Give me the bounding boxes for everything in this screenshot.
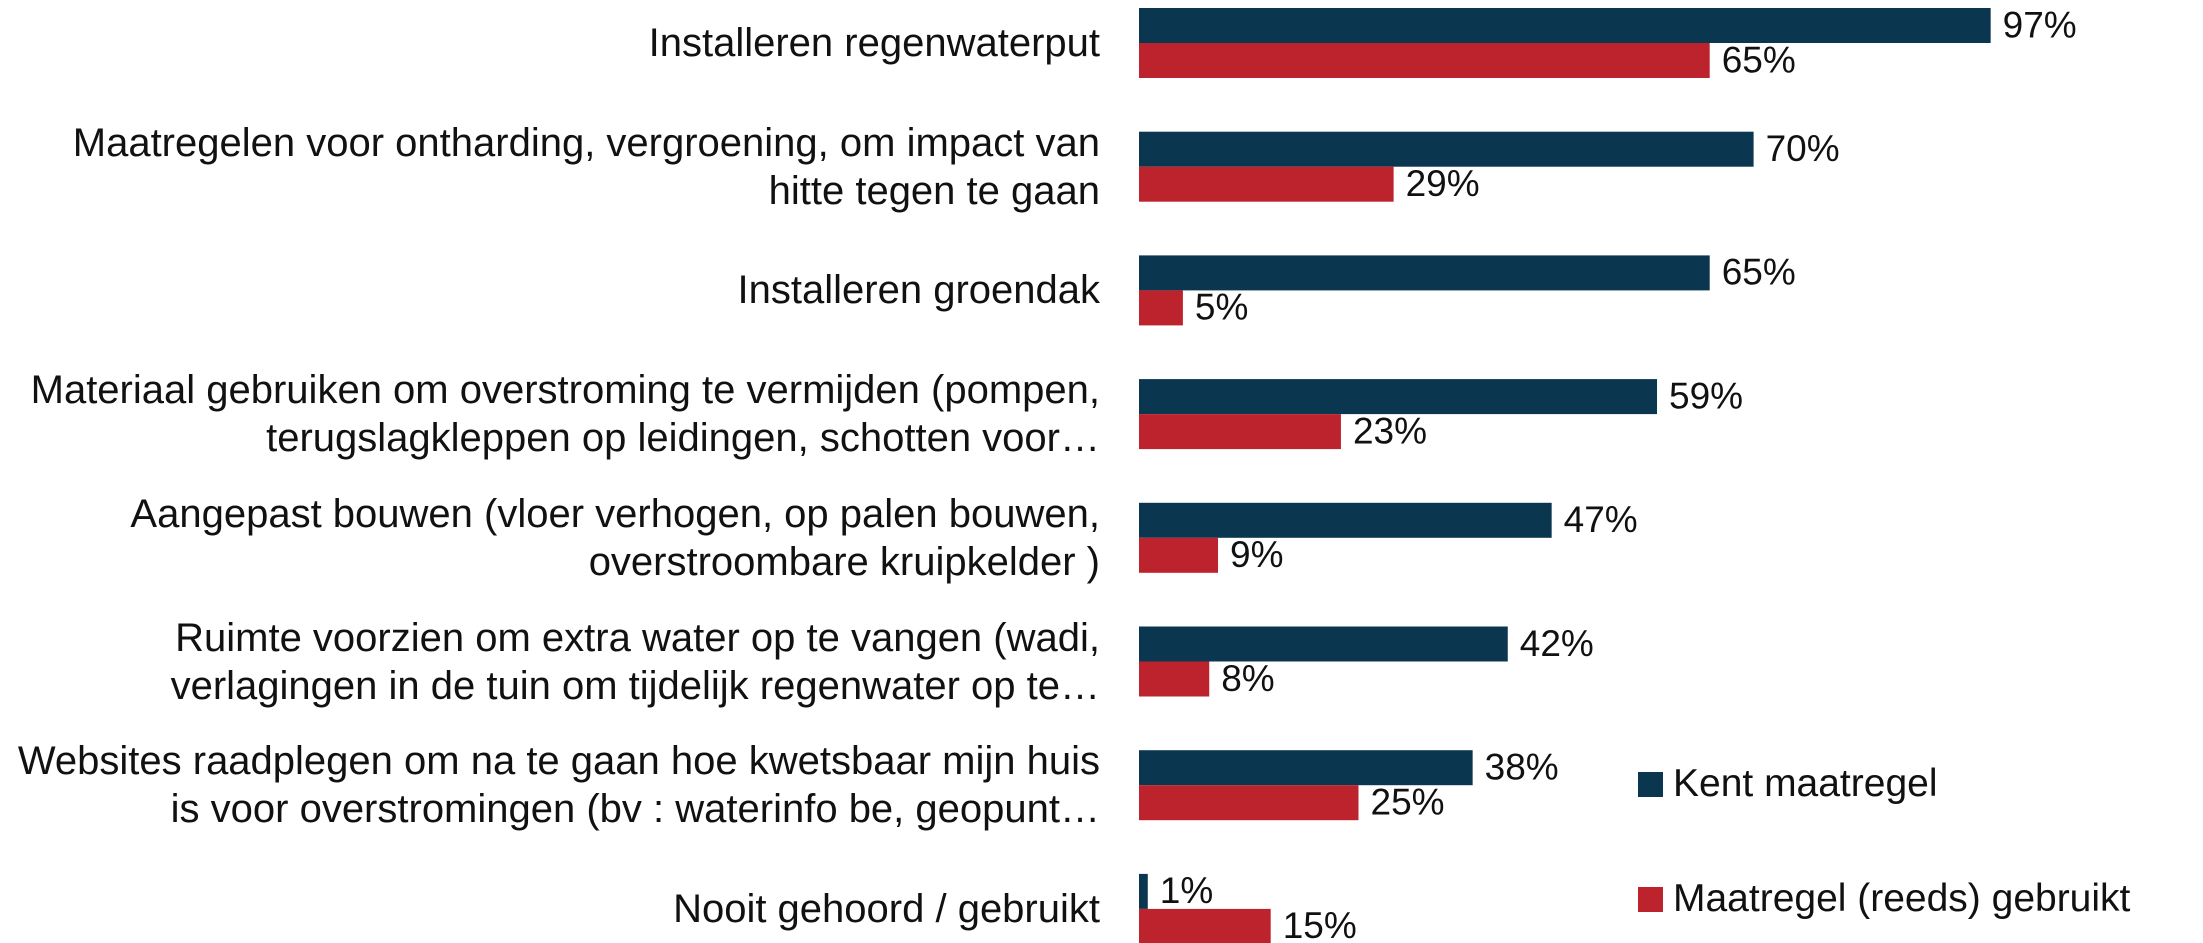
category-label: Materiaal gebruiken om overstroming te v… <box>30 368 1100 461</box>
bar <box>1139 873 1148 909</box>
legend-item: Maatregel (reeds) gebruikt <box>1638 877 2130 921</box>
category-label: Aangepast bouwen (vloer verhogen, op pal… <box>130 491 1100 584</box>
bar <box>1139 661 1210 697</box>
bar <box>1139 255 1710 291</box>
data-label: 23% <box>1353 410 1427 451</box>
category-label: Maatregelen voor ontharding, vergroening… <box>72 120 1100 213</box>
data-label: 29% <box>1406 163 1480 204</box>
bar <box>1139 379 1658 415</box>
data-label: 65% <box>1722 39 1796 80</box>
data-label: 8% <box>1221 658 1274 699</box>
bar <box>1139 8 1991 43</box>
data-label: 1% <box>1160 870 1213 911</box>
bar <box>1139 290 1183 326</box>
category-label: Ruimte voorzien om extra water op te van… <box>170 615 1100 708</box>
legend-label: Kent maatregel <box>1673 762 1938 805</box>
bar <box>1139 537 1219 573</box>
legend-label: Maatregel (reeds) gebruikt <box>1673 877 2131 920</box>
data-label: 47% <box>1564 499 1638 540</box>
category-label: Nooit gehoord / gebruikt <box>673 886 1100 931</box>
data-label: 9% <box>1230 534 1283 575</box>
bar <box>1139 502 1552 538</box>
bar <box>1139 908 1271 943</box>
data-label: 25% <box>1371 781 1445 822</box>
data-label: 5% <box>1195 287 1248 328</box>
category-label: Installeren regenwaterput <box>648 21 1100 65</box>
data-label: 70% <box>1766 128 1840 169</box>
bar <box>1139 43 1710 78</box>
data-label: 59% <box>1669 375 1743 416</box>
bar <box>1139 131 1754 167</box>
data-label: 38% <box>1485 746 1559 787</box>
category-label: Websites raadplegen om na te gaan hoe kw… <box>17 739 1100 832</box>
data-label: 42% <box>1520 623 1594 664</box>
bar <box>1139 785 1359 821</box>
bar <box>1139 166 1394 202</box>
legend-swatch <box>1638 771 1663 797</box>
bar <box>1139 750 1473 786</box>
legend-item: Kent maatregel <box>1638 762 1938 806</box>
bar <box>1139 626 1508 662</box>
category-label: Installeren groendak <box>737 268 1100 313</box>
bar <box>1139 414 1341 450</box>
data-label: 65% <box>1722 252 1796 293</box>
legend-swatch <box>1638 886 1663 912</box>
data-label: 97% <box>2003 4 2077 45</box>
data-label: 15% <box>1283 905 1357 943</box>
